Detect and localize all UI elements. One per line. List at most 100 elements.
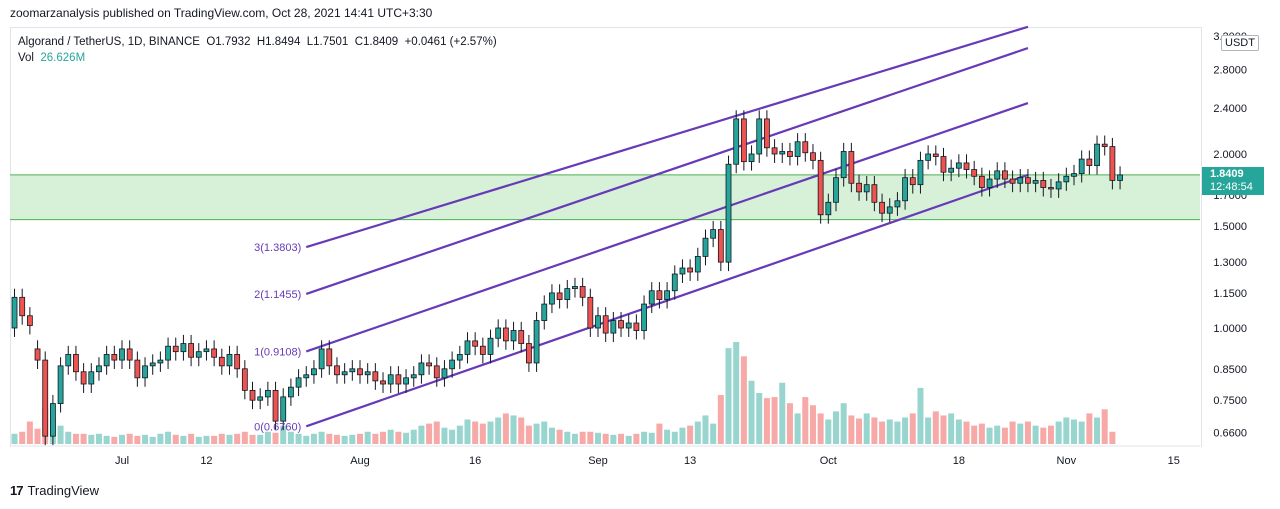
volume-bar xyxy=(763,398,770,444)
volume-bar xyxy=(257,434,264,444)
candle-body xyxy=(195,351,202,358)
channel-line xyxy=(305,25,1029,249)
volume-bar xyxy=(809,405,816,444)
candle-body xyxy=(1063,175,1070,183)
candle-body xyxy=(311,368,317,376)
candle-up xyxy=(464,332,471,364)
candle-body xyxy=(702,237,709,257)
volume-bar xyxy=(357,433,363,444)
candle-body xyxy=(932,153,939,157)
candle-body xyxy=(579,286,586,298)
candle-body xyxy=(794,141,801,157)
volume-bar xyxy=(856,418,863,444)
volume-bar xyxy=(380,431,387,444)
candle-body xyxy=(341,371,348,376)
volume-bar xyxy=(925,417,932,444)
time-tick-label: Sep xyxy=(588,455,608,467)
candle-up xyxy=(917,151,924,194)
volume-bars xyxy=(11,342,1116,444)
volume-bar xyxy=(249,434,256,444)
candle-body xyxy=(779,151,786,155)
candle-body xyxy=(671,273,678,292)
candle-up xyxy=(157,351,164,372)
candle-up xyxy=(257,388,264,410)
volume-bar xyxy=(894,421,901,444)
candle-down xyxy=(856,174,862,201)
zone-fill xyxy=(10,174,1200,220)
candle-up xyxy=(288,378,294,406)
volume-bar xyxy=(579,431,586,444)
candle-body xyxy=(157,359,164,364)
candle-down xyxy=(771,139,778,163)
volume-legend: Vol 26.626M xyxy=(18,52,85,64)
volume-bar xyxy=(1040,427,1047,444)
candle-body xyxy=(303,374,310,379)
candle-up xyxy=(364,363,371,384)
volume-bar xyxy=(149,436,156,444)
volume-bar xyxy=(1071,419,1077,444)
volume-bar xyxy=(310,433,317,444)
candle-body xyxy=(787,151,793,157)
candle-down xyxy=(73,345,79,381)
candle-up xyxy=(986,170,993,197)
candle-up xyxy=(387,366,394,393)
volume-bar xyxy=(449,429,456,444)
volume-bar xyxy=(664,429,671,444)
candle-up xyxy=(756,110,763,163)
candle-body xyxy=(664,290,670,300)
candle-body xyxy=(26,315,33,326)
candle-down xyxy=(272,381,279,431)
candle-down xyxy=(188,334,194,367)
candle-body xyxy=(380,380,386,385)
candle-up xyxy=(311,360,317,384)
candle-body xyxy=(295,377,302,388)
candle-body xyxy=(172,345,179,353)
volume-bar xyxy=(548,427,555,444)
volume-bar xyxy=(1047,425,1054,444)
candle-down xyxy=(556,284,563,309)
candle-up xyxy=(142,357,148,387)
volume-bar xyxy=(19,431,26,444)
candle-down xyxy=(241,360,248,400)
candle-down xyxy=(1009,170,1016,193)
candle-up xyxy=(833,169,839,212)
candle-body xyxy=(126,348,133,361)
candle-body xyxy=(426,362,432,367)
volume-bar xyxy=(671,431,678,444)
candle-down xyxy=(1048,178,1054,198)
tradingview-brand[interactable]: 17 TradingView xyxy=(10,483,99,498)
candle-body xyxy=(725,163,732,263)
currency-badge[interactable]: USDT xyxy=(1221,35,1259,51)
volume-bar xyxy=(748,380,755,444)
candle-down xyxy=(395,366,402,393)
candle-body xyxy=(610,320,617,334)
price-tick-label: 0.7500 xyxy=(1213,395,1247,407)
candle-body xyxy=(326,348,333,367)
volume-bar xyxy=(717,395,724,444)
candle-up xyxy=(50,394,56,446)
candle-up xyxy=(679,259,686,283)
candle-down xyxy=(879,193,885,223)
volume-bar xyxy=(510,415,517,444)
candle-down xyxy=(787,142,793,166)
candle-body xyxy=(679,267,686,275)
candle-down xyxy=(372,363,379,390)
volume-bar xyxy=(103,435,110,444)
candle-body xyxy=(395,374,402,385)
candle-up xyxy=(180,334,187,361)
volume-bar xyxy=(817,413,824,444)
candle-up xyxy=(418,354,425,384)
brand-name: TradingView xyxy=(27,483,100,498)
volume-bar xyxy=(34,428,41,444)
candle-body xyxy=(817,159,824,216)
candle-up xyxy=(733,110,740,174)
candle-down xyxy=(172,337,179,361)
candle-down xyxy=(518,321,525,353)
candle-body xyxy=(134,359,141,379)
last-price: 1.8409 xyxy=(1210,168,1244,180)
volume-bar xyxy=(456,425,463,444)
channel-level-label: 3(1.3803) xyxy=(254,242,301,254)
price-tick-label: 2.4000 xyxy=(1213,103,1247,115)
candle-down xyxy=(633,314,640,340)
